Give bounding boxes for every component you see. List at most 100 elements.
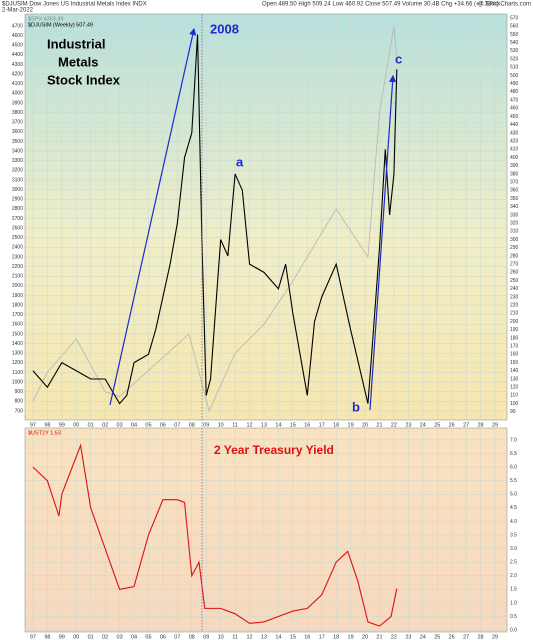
y-tick-label: 2500 xyxy=(12,235,23,241)
y-tick-label: 5.0 xyxy=(510,492,517,498)
x-tick-label: 24 xyxy=(420,422,426,428)
y-tick-label: 1300 xyxy=(12,351,23,357)
y-tick-label: 0.0 xyxy=(510,627,517,633)
y2-tick-label: 490 xyxy=(510,81,519,87)
y2-tick-label: 300 xyxy=(510,237,519,243)
y2-tick-label: 170 xyxy=(510,344,519,350)
y-tick-label: 0.5 xyxy=(510,614,517,620)
x-tick-label: 15 xyxy=(290,422,296,428)
x-tick-label: 14 xyxy=(275,422,281,428)
x-tick-label: 10 xyxy=(218,422,224,428)
y-tick-label: 1800 xyxy=(12,302,23,308)
series-line xyxy=(32,34,398,405)
x-tick-label: 27 xyxy=(463,422,469,428)
y2-tick-label: 530 xyxy=(510,48,519,54)
y2-tick-label: 510 xyxy=(510,65,519,71)
x-tick-label: 29 xyxy=(492,634,498,640)
arrow xyxy=(109,27,197,406)
x-tick-label: 17 xyxy=(319,422,325,428)
x-tick-label: 08 xyxy=(189,422,195,428)
y-tick-label: 3700 xyxy=(12,120,23,126)
y2-tick-label: 410 xyxy=(510,147,519,153)
y-tick-label: 3900 xyxy=(12,100,23,106)
y-tick-label: 1500 xyxy=(12,331,23,337)
y2-tick-label: 390 xyxy=(510,163,519,169)
y2-tick-label: 430 xyxy=(510,130,519,136)
y2-tick-label: 330 xyxy=(510,212,519,218)
y-tick-label: 5.5 xyxy=(510,478,517,484)
x-tick-label: 97 xyxy=(30,634,36,640)
x-tick-label: 98 xyxy=(44,634,50,640)
x-tick-label: 15 xyxy=(290,634,296,640)
legend-entry: $UST2Y 1.53 xyxy=(28,430,61,436)
y-tick-label: 4700 xyxy=(12,23,23,29)
x-tick-label: 13 xyxy=(261,634,267,640)
y2-tick-label: 340 xyxy=(510,204,519,210)
x-tick-label: 05 xyxy=(145,422,151,428)
x-tick-label: 09 xyxy=(203,422,209,428)
series-line xyxy=(32,25,398,413)
y-tick-label: 1900 xyxy=(12,293,23,299)
y2-tick-label: 200 xyxy=(510,319,519,325)
y2-tick-label: 290 xyxy=(510,245,519,251)
x-tick-label: 19 xyxy=(348,634,354,640)
y-tick-label: 2900 xyxy=(12,197,23,203)
x-tick-label: 11 xyxy=(232,634,238,640)
y-tick-label: 4100 xyxy=(12,81,23,87)
y-tick-label: 6.0 xyxy=(510,464,517,470)
x-tick-label: 14 xyxy=(275,634,281,640)
x-tick-label: 08 xyxy=(189,634,195,640)
x-tick-label: 22 xyxy=(391,634,397,640)
annotation: 2008 xyxy=(210,21,239,36)
x-tick-label: 20 xyxy=(362,422,368,428)
x-tick-label: 07 xyxy=(174,634,180,640)
date: 2-Mar-2022 xyxy=(2,8,34,14)
y-tick-label: 1000 xyxy=(12,379,23,385)
x-tick-label: 26 xyxy=(449,422,455,428)
y-tick-label: 3500 xyxy=(12,139,23,145)
x-tick-label: 97 xyxy=(30,422,36,428)
y2-tick-label: 310 xyxy=(510,229,519,235)
source: @ StockCharts.com xyxy=(478,2,531,8)
legend-entry: $SPX 4363.49 xyxy=(28,16,63,22)
x-tick-label: 01 xyxy=(88,634,94,640)
x-tick-label: 18 xyxy=(333,634,339,640)
x-tick-label: 98 xyxy=(44,422,50,428)
x-tick-label: 16 xyxy=(304,634,310,640)
y-tick-label: 3600 xyxy=(12,129,23,135)
x-tick-label: 07 xyxy=(174,422,180,428)
quote: Open 489.50 High 509.24 Low 460.92 Close… xyxy=(262,2,499,8)
x-tick-label: 99 xyxy=(59,634,65,640)
x-tick-label: 25 xyxy=(434,634,440,640)
y-tick-label: 4000 xyxy=(12,91,23,97)
x-tick-label: 29 xyxy=(492,422,498,428)
y2-tick-label: 260 xyxy=(510,270,519,276)
x-tick-label: 06 xyxy=(160,422,166,428)
x-tick-label: 23 xyxy=(405,634,411,640)
y2-tick-label: 520 xyxy=(510,56,519,62)
x-tick-label: 11 xyxy=(232,422,238,428)
y-tick-label: 2000 xyxy=(12,283,23,289)
y-tick-label: 800 xyxy=(15,399,24,405)
y-tick-label: 1.0 xyxy=(510,600,517,606)
x-tick-label: 23 xyxy=(405,422,411,428)
y2-tick-label: 110 xyxy=(510,393,518,399)
y-tick-label: 7.0 xyxy=(510,437,517,443)
yield-panel xyxy=(24,427,508,633)
y2-tick-label: 280 xyxy=(510,253,519,259)
y2-tick-label: 90 xyxy=(510,409,516,415)
x-tick-label: 03 xyxy=(117,422,123,428)
y2-tick-label: 550 xyxy=(510,32,519,38)
y-tick-label: 4.0 xyxy=(510,519,517,525)
y2-tick-label: 380 xyxy=(510,171,519,177)
y2-tick-label: 480 xyxy=(510,89,519,95)
y2-tick-label: 240 xyxy=(510,286,519,292)
y-tick-label: 4300 xyxy=(12,62,23,68)
x-tick-label: 28 xyxy=(478,634,484,640)
y2-tick-label: 100 xyxy=(510,401,519,407)
arrow xyxy=(369,74,397,411)
y2-tick-label: 540 xyxy=(510,40,519,46)
y2-tick-label: 320 xyxy=(510,220,519,226)
y2-tick-label: 230 xyxy=(510,294,519,300)
